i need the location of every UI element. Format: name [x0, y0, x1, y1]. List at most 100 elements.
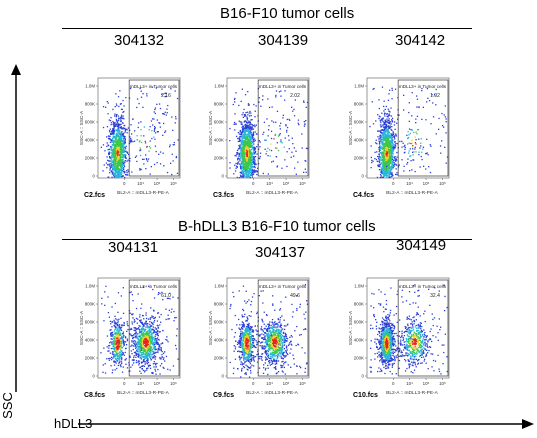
event-dot	[118, 133, 121, 136]
event-dot	[114, 315, 116, 317]
event-dot	[117, 329, 119, 331]
event-dot	[119, 332, 121, 334]
event-dot	[120, 347, 123, 349]
event-dot	[383, 164, 386, 166]
event-dot	[122, 149, 125, 151]
event-dot	[383, 159, 385, 161]
event-dot	[121, 352, 124, 354]
event-dot	[113, 347, 115, 350]
event-dot	[149, 344, 151, 346]
event-dot	[243, 114, 245, 116]
event-dot	[384, 135, 387, 137]
event-dot	[107, 312, 110, 314]
event-dot	[284, 99, 286, 101]
event-dot	[121, 359, 123, 361]
event-dot	[155, 331, 157, 334]
event-dot	[112, 128, 114, 130]
event-dot	[395, 173, 397, 176]
event-dot	[119, 153, 121, 155]
event-dot	[122, 133, 124, 136]
event-dot	[108, 119, 110, 121]
group-divider-2	[62, 239, 472, 240]
event-dot	[378, 117, 380, 120]
event-dot	[379, 134, 381, 137]
event-dot	[172, 160, 174, 162]
event-dot	[122, 143, 125, 145]
event-dot	[115, 153, 118, 155]
event-dot	[236, 166, 238, 168]
event-dot	[392, 141, 394, 143]
event-dot	[435, 133, 437, 135]
event-dot	[112, 351, 114, 353]
event-dot	[391, 152, 393, 155]
event-dot	[386, 157, 389, 159]
event-dot	[140, 321, 142, 323]
event-dot	[388, 145, 390, 148]
event-dot	[119, 156, 122, 158]
event-dot	[390, 158, 393, 160]
event-dot	[126, 151, 128, 153]
event-dot	[254, 110, 256, 112]
event-dot	[243, 131, 246, 133]
event-dot	[425, 119, 427, 121]
event-dot	[395, 160, 397, 162]
event-dot	[249, 127, 251, 129]
event-dot	[112, 108, 114, 111]
event-dot	[386, 141, 388, 144]
event-dot	[243, 132, 245, 134]
event-dot	[389, 156, 391, 158]
event-dot	[153, 317, 155, 320]
event-dot	[117, 160, 120, 162]
event-dot	[120, 136, 122, 139]
event-dot	[245, 175, 247, 177]
event-dot	[114, 144, 116, 146]
event-dot	[124, 130, 127, 132]
event-dot	[111, 176, 113, 178]
event-dot	[392, 149, 395, 151]
event-dot	[247, 173, 250, 176]
event-dot	[154, 362, 156, 365]
event-dot	[148, 285, 150, 287]
event-dot	[239, 160, 241, 162]
event-dot	[391, 155, 393, 158]
event-dot	[164, 130, 167, 132]
event-dot	[114, 139, 117, 141]
event-dot	[119, 169, 122, 171]
event-dot	[116, 142, 118, 144]
event-dot	[237, 161, 240, 163]
event-dot	[148, 335, 150, 337]
event-dot	[380, 158, 382, 160]
event-dot	[119, 159, 121, 162]
event-dot	[108, 130, 111, 132]
event-dot	[117, 327, 120, 329]
event-dot	[385, 173, 387, 175]
y-tick-label: 400K	[85, 138, 95, 143]
event-dot	[297, 122, 299, 124]
event-dot	[395, 145, 397, 147]
event-dot	[414, 142, 416, 144]
event-dot	[396, 143, 399, 145]
event-dot	[240, 145, 242, 147]
event-dot	[240, 165, 243, 168]
event-dot	[395, 133, 397, 135]
event-dot	[104, 363, 106, 365]
event-dot	[118, 326, 121, 328]
event-dot	[111, 353, 114, 355]
y-tick-label: 800K	[85, 102, 95, 107]
event-dot	[390, 145, 392, 147]
event-dot	[389, 169, 391, 171]
event-dot	[246, 146, 248, 148]
event-dot	[386, 143, 388, 145]
event-dot	[121, 170, 123, 172]
event-dot	[229, 162, 231, 164]
event-dot	[386, 141, 388, 143]
event-dot	[112, 123, 114, 125]
flow-plot: mDLL3+ in Tumor cells 1.92 1.0M 800K 600K 400…	[341, 72, 453, 200]
event-dot	[390, 134, 393, 136]
event-dot	[113, 130, 116, 132]
event-dot	[241, 123, 243, 125]
event-dot	[149, 367, 152, 369]
event-dot	[250, 133, 252, 135]
event-dot	[386, 159, 388, 162]
event-dot	[113, 137, 116, 139]
